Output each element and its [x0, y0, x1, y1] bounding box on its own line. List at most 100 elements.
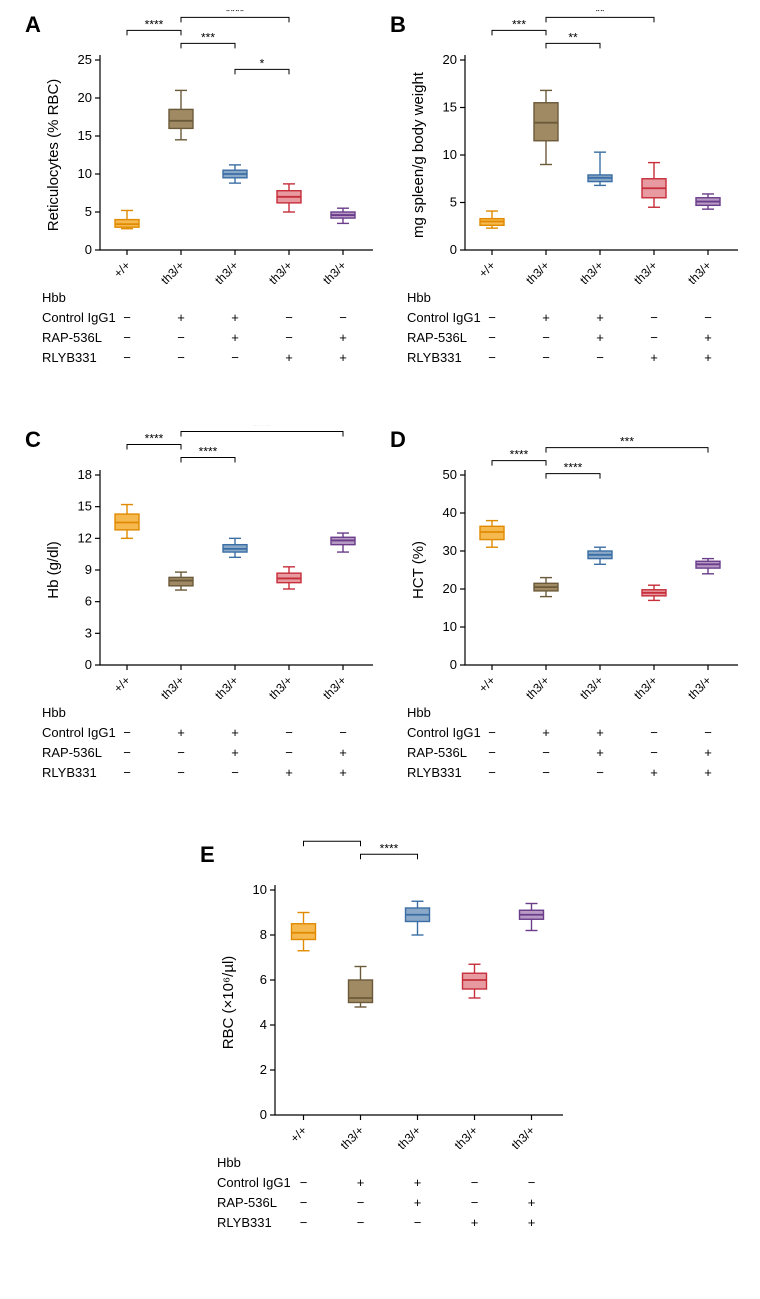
svg-text:−: −	[339, 310, 347, 325]
svg-text:Control IgG1: Control IgG1	[407, 725, 481, 740]
svg-text:th3/+: th3/+	[452, 1123, 481, 1152]
svg-text:10: 10	[253, 882, 267, 897]
panel-a: A****************0510152025Reticulocytes…	[25, 10, 380, 405]
svg-text:Reticulocytes (% RBC): Reticulocytes (% RBC)	[45, 79, 62, 232]
svg-text:***: ***	[512, 17, 526, 31]
svg-text:−: −	[488, 350, 496, 365]
svg-text:th3/+: th3/+	[395, 1123, 424, 1152]
svg-text:2: 2	[260, 1062, 267, 1077]
svg-text:***: ***	[620, 435, 634, 449]
svg-text:−: −	[123, 725, 131, 740]
svg-text:+: +	[704, 745, 712, 760]
svg-text:+: +	[177, 310, 185, 325]
svg-text:−: −	[471, 1175, 479, 1190]
svg-text:−: −	[177, 765, 185, 780]
svg-text:+: +	[339, 350, 347, 365]
svg-text:E: E	[200, 842, 215, 867]
panel-b: B*********05101520mg spleen/g body weigh…	[390, 10, 745, 405]
svg-text:8: 8	[260, 927, 267, 942]
svg-text:−: −	[285, 745, 293, 760]
svg-text:*: *	[260, 56, 265, 70]
svg-text:−: −	[177, 745, 185, 760]
svg-text:−: −	[596, 350, 604, 365]
svg-text:6: 6	[260, 972, 267, 987]
svg-text:th3/+: th3/+	[158, 258, 187, 287]
svg-text:−: −	[650, 725, 658, 740]
svg-text:D: D	[390, 427, 406, 452]
svg-text:−: −	[488, 330, 496, 345]
svg-text:−: −	[488, 745, 496, 760]
svg-text:B: B	[390, 12, 406, 37]
svg-text:0: 0	[450, 242, 457, 257]
svg-text:−: −	[339, 725, 347, 740]
svg-text:th3/+: th3/+	[212, 258, 241, 287]
svg-text:****: ****	[199, 445, 218, 459]
svg-text:−: −	[300, 1175, 308, 1190]
svg-text:C: C	[25, 427, 41, 452]
svg-text:+/+: +/+	[476, 673, 498, 695]
svg-text:th3/+: th3/+	[631, 258, 660, 287]
svg-text:RAP-536L: RAP-536L	[42, 745, 102, 760]
svg-text:4: 4	[260, 1017, 267, 1032]
svg-text:HCT (%): HCT (%)	[410, 541, 427, 599]
svg-text:Hb (g/dl): Hb (g/dl)	[45, 541, 62, 599]
svg-text:−: −	[650, 330, 658, 345]
svg-text:Hbb: Hbb	[42, 290, 66, 305]
figure-container: A****************0510152025Reticulocytes…	[0, 0, 760, 1299]
svg-text:0: 0	[450, 657, 457, 672]
panel-c: C************0369121518Hb (g/dl)+/+th3/+…	[25, 425, 380, 820]
svg-text:25: 25	[78, 52, 92, 67]
svg-text:+: +	[704, 350, 712, 365]
svg-text:18: 18	[78, 467, 92, 482]
svg-text:−: −	[123, 330, 131, 345]
svg-text:−: −	[123, 350, 131, 365]
svg-text:+: +	[704, 765, 712, 780]
svg-text:****: ****	[510, 448, 529, 462]
svg-text:**: **	[595, 10, 605, 18]
svg-text:+: +	[471, 1215, 479, 1230]
svg-text:+: +	[528, 1195, 536, 1210]
svg-text:+: +	[339, 745, 347, 760]
svg-text:−: −	[123, 765, 131, 780]
svg-text:−: −	[285, 310, 293, 325]
svg-text:****: ****	[253, 425, 272, 433]
svg-text:+: +	[285, 765, 293, 780]
svg-text:−: −	[357, 1215, 365, 1230]
svg-text:−: −	[300, 1215, 308, 1230]
svg-text:th3/+: th3/+	[212, 673, 241, 702]
svg-text:9: 9	[85, 562, 92, 577]
svg-text:th3/+: th3/+	[266, 673, 295, 702]
svg-text:+: +	[231, 725, 239, 740]
svg-text:+: +	[542, 310, 550, 325]
svg-text:Hbb: Hbb	[42, 705, 66, 720]
svg-text:3: 3	[85, 625, 92, 640]
svg-text:20: 20	[78, 90, 92, 105]
svg-text:RLYB331: RLYB331	[407, 765, 462, 780]
svg-text:−: −	[231, 350, 239, 365]
svg-text:RAP-536L: RAP-536L	[217, 1195, 277, 1210]
svg-text:5: 5	[85, 204, 92, 219]
svg-text:+: +	[704, 330, 712, 345]
svg-text:0: 0	[85, 242, 92, 257]
svg-text:15: 15	[443, 100, 457, 115]
svg-text:RAP-536L: RAP-536L	[407, 745, 467, 760]
svg-text:−: −	[285, 330, 293, 345]
svg-text:−: −	[414, 1215, 422, 1230]
svg-text:RLYB331: RLYB331	[42, 765, 97, 780]
svg-text:+: +	[528, 1215, 536, 1230]
svg-text:th3/+: th3/+	[523, 673, 552, 702]
svg-text:−: −	[650, 745, 658, 760]
svg-text:−: −	[471, 1195, 479, 1210]
svg-text:0: 0	[85, 657, 92, 672]
svg-text:+: +	[650, 350, 658, 365]
svg-text:****: ****	[145, 432, 164, 446]
svg-text:+/+: +/+	[287, 1123, 309, 1145]
svg-text:12: 12	[78, 530, 92, 545]
svg-text:+: +	[339, 765, 347, 780]
svg-text:+: +	[542, 725, 550, 740]
svg-text:+: +	[596, 725, 604, 740]
svg-text:−: −	[488, 725, 496, 740]
svg-text:10: 10	[78, 166, 92, 181]
svg-text:−: −	[300, 1195, 308, 1210]
svg-text:***: ***	[201, 30, 215, 44]
